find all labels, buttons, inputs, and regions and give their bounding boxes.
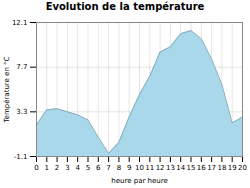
svg-text:19: 19 <box>228 164 237 172</box>
svg-text:2: 2 <box>55 164 59 172</box>
svg-text:12.1: 12.1 <box>12 19 28 27</box>
svg-text:0: 0 <box>34 164 38 172</box>
svg-text:10: 10 <box>135 164 144 172</box>
svg-text:20: 20 <box>238 164 247 172</box>
svg-text:1: 1 <box>45 164 49 172</box>
svg-text:18: 18 <box>217 164 226 172</box>
svg-text:Température en °C: Température en °C <box>3 56 11 123</box>
svg-text:4: 4 <box>75 164 80 172</box>
svg-text:3.3: 3.3 <box>16 108 27 116</box>
svg-text:-1.1: -1.1 <box>14 153 28 161</box>
svg-text:6: 6 <box>96 164 101 172</box>
svg-text:16: 16 <box>197 164 206 172</box>
svg-text:heure par heure: heure par heure <box>111 177 167 185</box>
svg-text:14: 14 <box>176 164 185 172</box>
html-text:Evolution de la température: Evolution de la température <box>45 1 205 12</box>
svg-text:9: 9 <box>127 164 131 172</box>
svg-text:3: 3 <box>65 164 69 172</box>
svg-text:17: 17 <box>207 164 216 172</box>
svg-text:8: 8 <box>117 164 121 172</box>
svg-text:13: 13 <box>166 164 175 172</box>
svg-text:11: 11 <box>145 164 154 172</box>
svg-text:7.7: 7.7 <box>16 63 27 71</box>
svg-text:7: 7 <box>106 164 110 172</box>
svg-text:5: 5 <box>86 164 90 172</box>
svg-text:15: 15 <box>187 164 196 172</box>
svg-text:12: 12 <box>156 164 165 172</box>
